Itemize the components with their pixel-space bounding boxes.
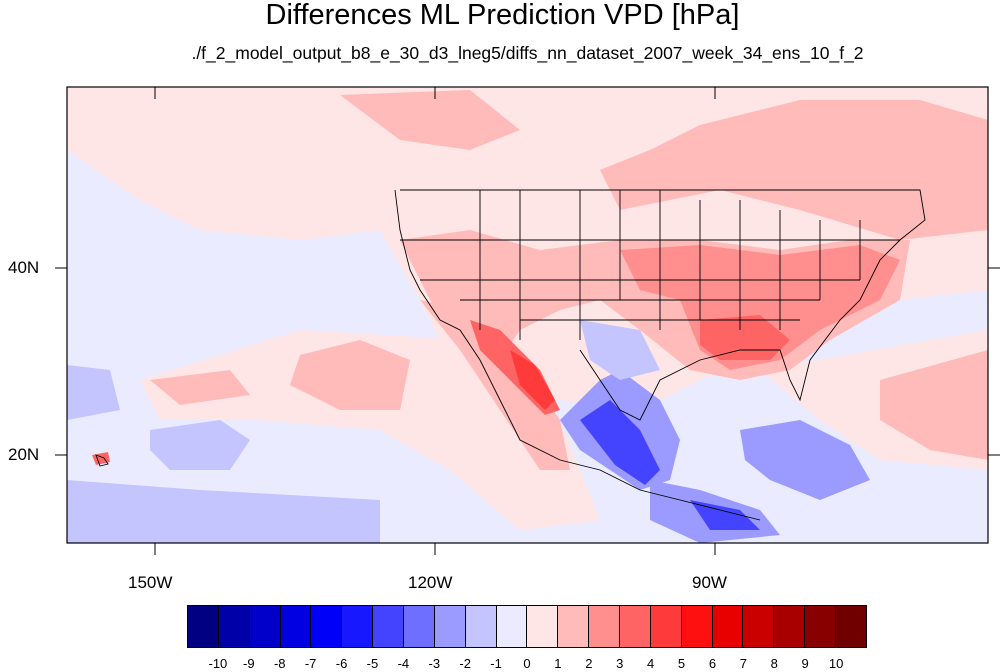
colorbar-box	[342, 606, 374, 647]
colorbar-box	[311, 606, 343, 647]
red-region-deep-south	[700, 315, 790, 360]
colorbar-box	[774, 606, 806, 647]
colorbar-tick-label: 3	[616, 656, 624, 671]
colorbar-box	[712, 606, 744, 647]
colorbar-box	[620, 606, 651, 647]
pink-region-atlantic	[880, 350, 988, 460]
colorbar-box	[404, 606, 435, 647]
blue-region-southwest-us	[580, 320, 660, 380]
lon-label-150w: 150W	[128, 573, 173, 592]
colorbar-box	[465, 606, 497, 647]
colorbar-tick-label: -1	[490, 656, 502, 671]
blue-region-caribbean	[740, 420, 870, 500]
colorbar-tick-label: 10	[828, 656, 844, 671]
colorbar-tick-label: 0	[523, 656, 531, 671]
colorbar-box	[527, 606, 559, 647]
colorbar-box	[496, 606, 528, 647]
blue-region-central-america-deep	[690, 500, 760, 530]
colorbar-box	[743, 606, 775, 647]
colorbar-tick-label: -6	[335, 656, 348, 671]
colorbar-box	[836, 606, 866, 647]
red-region-sierra-madre	[510, 350, 555, 410]
blue-region-mexico-deep	[580, 400, 660, 485]
colorbar-box	[681, 606, 713, 647]
blue-region-pacific-tropical	[67, 480, 380, 543]
colorbar-box	[650, 606, 682, 647]
lat-label-20n: 20N	[8, 445, 40, 464]
blue-region-north-pacific	[67, 365, 120, 420]
colorbar-tick-label: 7	[739, 656, 747, 671]
lon-label-90w: 90W	[692, 573, 727, 592]
pink-region-baja	[420, 300, 570, 470]
colorbar-box	[805, 606, 837, 647]
colorbar-tick-label: -9	[243, 656, 255, 671]
red-region-southeast	[620, 245, 900, 370]
colorbar-tick-label: -3	[428, 656, 441, 671]
colorbar	[187, 605, 867, 648]
colorbar-tick-label: -2	[459, 656, 471, 671]
map-frame	[66, 86, 989, 544]
colorbar-box	[218, 606, 250, 647]
colorbar-box	[589, 606, 621, 647]
colorbar-box	[280, 606, 312, 647]
pink-region-pacific-1	[290, 340, 410, 410]
axis-ticks	[55, 87, 1000, 555]
pink-region-hudson	[600, 100, 988, 240]
lon-label-120w: 120W	[408, 573, 453, 592]
colorbar-tick-label: 9	[801, 656, 809, 671]
colorbar-tick-label: 1	[554, 656, 562, 671]
coastline-borders	[95, 189, 926, 521]
colorbar-tick-label: 4	[647, 656, 655, 671]
colorbar-tick-label: 5	[677, 656, 686, 671]
colorbar-tick-label: -5	[366, 656, 379, 671]
colorbar-tick-label: -8	[273, 656, 286, 671]
lat-label-40n: 40N	[8, 258, 40, 277]
colorbar-tick-label: 8	[770, 656, 778, 671]
colorbar-box	[249, 606, 281, 647]
map-title: Differences ML Prediction VPD [hPa]	[265, 0, 740, 31]
colorbar-box	[558, 606, 590, 647]
colorbar-tick-label: 6	[708, 656, 717, 671]
colorbar-box	[434, 606, 466, 647]
pink-region-canada	[340, 90, 520, 150]
blue-region-hawaii	[150, 420, 250, 470]
map-subtitle: ./f_2_model_output_b8_e_30_d3_lneg5/diff…	[191, 43, 864, 63]
colorbar-tick-label: -4	[397, 656, 410, 671]
colorbar-tick-label: -10	[208, 656, 228, 671]
colorbar-box	[188, 606, 219, 647]
colorbar-tick-label: -7	[304, 656, 317, 671]
colorbar-tick-label: 2	[585, 656, 593, 671]
colorbar-box	[373, 606, 405, 647]
pink-region-pacific-2	[150, 370, 250, 405]
